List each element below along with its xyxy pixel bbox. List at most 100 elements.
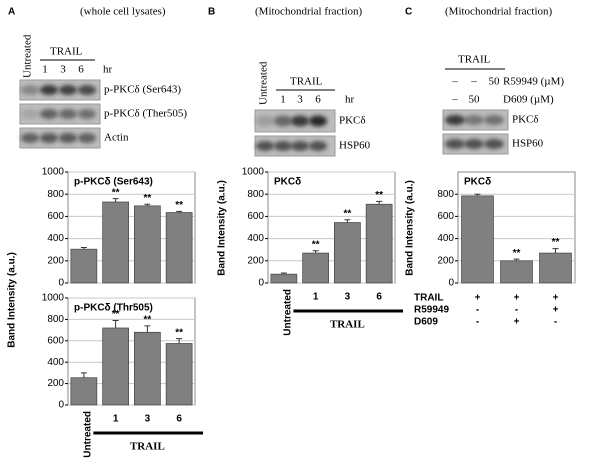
bar	[365, 203, 393, 284]
error-bar	[344, 219, 351, 223]
bar	[270, 273, 298, 284]
lane-group: TRAIL	[290, 76, 323, 88]
blot-band	[58, 85, 78, 95]
blot-band	[77, 133, 97, 143]
y-axis-label: Band Intensity (a.u.)	[405, 180, 416, 276]
treatment-name: R59949 (µM)	[503, 76, 564, 88]
y-tick-label: 800	[437, 189, 454, 200]
bar	[165, 212, 193, 284]
error-bar	[144, 203, 151, 206]
y-axis-label: Band Intensity (a.u.)	[7, 252, 18, 348]
group-label: TRAIL	[130, 441, 165, 453]
blot-band	[273, 141, 293, 151]
blot-band	[273, 115, 293, 127]
condition-mark: +	[514, 293, 520, 304]
bar	[165, 343, 193, 406]
chart-title: p-PKCδ (Ser643)	[74, 177, 153, 188]
y-tick-label: 200	[47, 255, 64, 266]
treatment-mark: 50	[469, 94, 481, 106]
condition-mark: +	[475, 293, 481, 304]
y-tick-label: 200	[47, 378, 64, 389]
blot-label: HSP60	[512, 138, 544, 150]
blot-band	[484, 139, 504, 149]
chart-title: PKCδ	[274, 177, 301, 188]
blot-band	[464, 139, 484, 149]
y-tick-label: 0	[448, 278, 454, 289]
blot-band	[39, 109, 59, 119]
y-tick-label: 200	[247, 255, 264, 266]
blot-band	[308, 115, 328, 127]
error-bar	[176, 210, 183, 213]
blot-label: p-PKCδ (Ser643)	[104, 84, 181, 96]
y-tick-label: 800	[247, 189, 264, 200]
blot-band	[20, 133, 40, 143]
blot-band	[445, 139, 465, 149]
condition-name: R59949	[414, 305, 449, 316]
significance: **	[112, 309, 120, 320]
y-axis-label: Band Intensity (a.u.)	[217, 180, 228, 276]
error-bar	[80, 246, 87, 250]
error-bar	[112, 198, 119, 202]
bar	[134, 205, 161, 284]
panel-title: (Mitochondrial fraction)	[445, 6, 553, 18]
error-bar	[376, 200, 383, 205]
blot-band	[255, 115, 275, 127]
lane-group: TRAIL	[50, 46, 83, 58]
x-tick-label: Untreated	[283, 289, 294, 336]
significance: **	[343, 208, 351, 219]
lane-time: 6	[315, 94, 321, 106]
y-tick-label: 1000	[42, 293, 65, 304]
significance: **	[513, 248, 521, 259]
error-bar	[513, 258, 520, 261]
bar	[102, 327, 129, 406]
panel-title: (whole cell lysates)	[80, 6, 166, 18]
lane-unit: hr	[345, 94, 355, 106]
error-bar	[312, 250, 319, 254]
bar	[461, 195, 494, 284]
bar	[134, 331, 161, 406]
error-bar	[474, 193, 481, 196]
lane-label: Untreated	[258, 61, 270, 105]
significance: **	[552, 237, 560, 248]
blot-label: p-PKCδ (Ther505)	[104, 108, 187, 120]
blot-band	[20, 109, 40, 119]
error-bar	[176, 338, 183, 344]
condition-name: D609	[414, 317, 438, 328]
x-tick-label: 1	[313, 292, 319, 303]
y-tick-label: 400	[437, 233, 454, 244]
y-tick-label: 400	[47, 357, 64, 368]
treatment-name: D609 (µM)	[503, 94, 554, 106]
error-bar	[112, 319, 119, 328]
y-tick-label: 800	[47, 189, 64, 200]
blot-band	[58, 109, 78, 119]
blot-band	[39, 85, 59, 95]
y-tick-label: 1000	[42, 167, 65, 178]
condition-mark: -	[476, 317, 479, 328]
bar	[500, 260, 533, 284]
lane-time: 6	[78, 64, 84, 76]
blot-band	[77, 109, 97, 119]
treatment-mark: –	[451, 76, 458, 88]
significance: **	[375, 190, 383, 201]
panel-letter: C	[405, 7, 412, 18]
blot-band	[484, 115, 504, 125]
bar	[70, 248, 98, 284]
blot-band	[255, 141, 275, 151]
significance: **	[112, 187, 120, 198]
blot-band	[20, 85, 40, 95]
lane-time: 3	[60, 64, 66, 76]
significance: **	[143, 314, 151, 325]
blot-band	[445, 115, 465, 125]
x-tick-label: Untreated	[83, 411, 94, 458]
y-tick-label: 800	[47, 314, 64, 325]
blot-band	[290, 115, 310, 127]
blot-band	[58, 133, 78, 143]
error-bar	[144, 325, 151, 333]
condition-mark: +	[514, 317, 520, 328]
group-label: TRAIL	[330, 319, 365, 331]
y-tick-label: 0	[258, 278, 264, 289]
treatment-mark: –	[470, 76, 477, 88]
significance: **	[175, 327, 183, 338]
lane-time: 1	[280, 94, 286, 106]
